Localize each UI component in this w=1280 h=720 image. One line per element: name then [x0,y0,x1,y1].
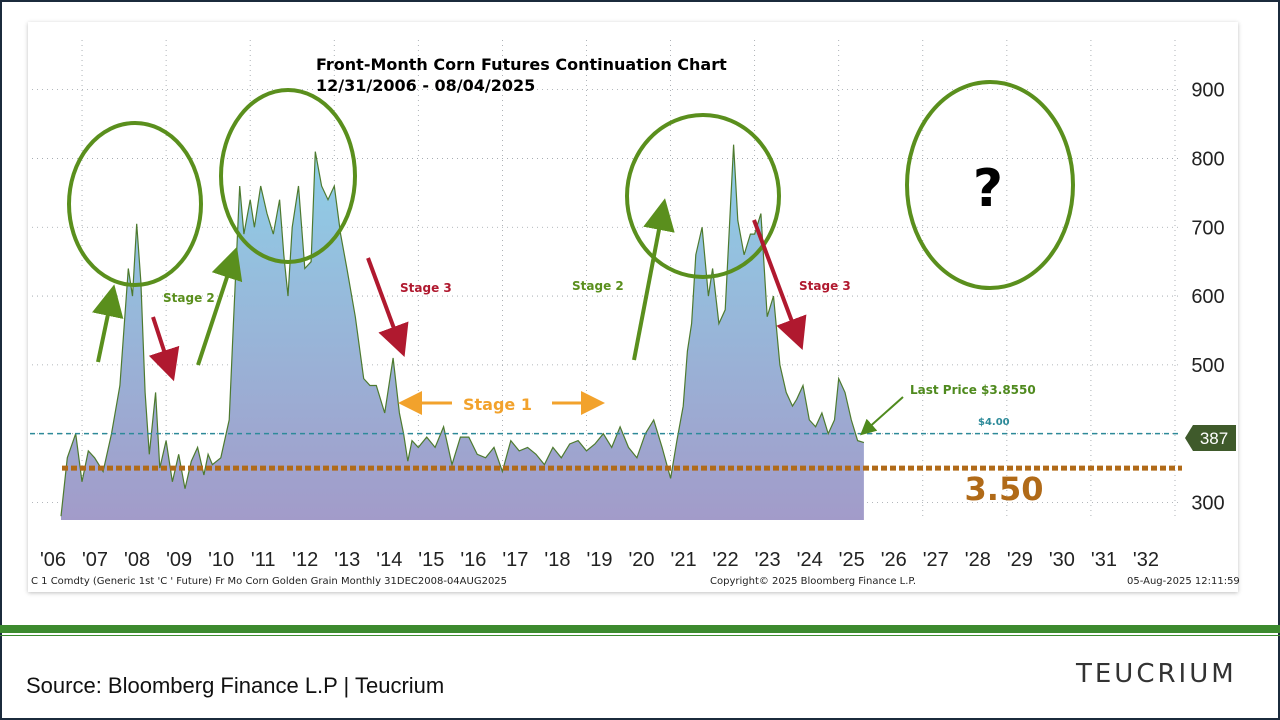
price-area-layer [60,144,865,520]
footer-copyright: Copyright© 2025 Bloomberg Finance L.P. [710,576,917,587]
stage3-label-2014: Stage 3 [400,281,452,295]
stage2-arrow-2007 [92,284,124,363]
y-axis-ticks: 300 500 600 700 800 900 [1191,80,1224,515]
x-tick-24: '24 [797,549,823,571]
x-tick-09: '09 [166,549,192,571]
x-tick-32: '32 [1133,549,1159,571]
x-tick-31: '31 [1091,549,1117,571]
green-divider [0,625,1280,633]
green-divider-thin [0,635,1280,636]
stage2-label-2008: Stage 2 [163,291,215,305]
x-tick-13: '13 [334,549,360,571]
chart-title: Front-Month Corn Futures Continuation Ch… [316,55,727,74]
last-price-label: Last Price $3.8550 [910,383,1036,397]
chart-title-block: Front-Month Corn Futures Continuation Ch… [316,54,727,96]
x-tick-15: '15 [418,549,444,571]
stage3-arrow-2023 [752,219,807,350]
x-tick-06: '06 [40,549,66,571]
x-axis-ticks: '06 '07 '08 '09 '10 '11 '12 '13 '14 '15 '16 '17 '18 '… [40,549,1159,571]
stage2-arrow-2010 [196,246,243,366]
x-tick-22: '22 [713,549,739,571]
cycle-circle-future [905,80,1075,290]
x-tick-11: '11 [251,549,276,571]
x-tick-28: '28 [965,549,991,571]
x-tick-26: '26 [881,549,907,571]
chart-subtitle: 12/31/2006 - 08/04/2025 [316,76,536,95]
last-value-badge: 387 [1185,425,1236,451]
x-tick-21: '21 [671,549,697,571]
cycle-circle-2008 [67,121,203,287]
reference-lines [30,432,1182,471]
cycle-circle-2022 [625,113,781,279]
x-tick-07: '07 [82,549,108,571]
y-tick-500: 500 [1191,355,1224,377]
x-tick-12: '12 [292,549,318,571]
stage2-label-2020: Stage 2 [572,279,624,293]
y-tick-900: 900 [1191,80,1224,102]
x-tick-16: '16 [460,549,486,571]
price-line [60,144,865,517]
x-tick-10: '10 [208,549,234,571]
x-tick-08: '08 [124,549,150,571]
y-tick-700: 700 [1191,217,1224,239]
last-price-arrow [860,396,904,436]
x-tick-30: '30 [1049,549,1075,571]
x-tick-18: '18 [544,549,570,571]
y-tick-300: 300 [1191,492,1224,514]
stage3-arrow-2013 [366,257,409,358]
x-tick-27: '27 [923,549,949,571]
svg-text:387: 387 [1200,429,1228,448]
ref-label-400: $4.00 [978,417,1010,428]
cycle-circle-2012 [219,88,357,264]
footer-timestamp: 05-Aug-2025 12:11:59 [1127,576,1240,587]
x-tick-17: '17 [502,549,528,571]
footer-ticker: C 1 Comdty (Generic 1st 'C ' Future) Fr … [31,576,508,587]
teucrium-logo: TEUCRIUM [1076,659,1237,689]
question-mark: ? [973,159,1003,219]
x-tick-25: '25 [839,549,865,571]
x-tick-29: '29 [1007,549,1033,571]
source-text: Source: Bloomberg Finance L.P | Teucrium [26,673,445,698]
stage1-label: Stage 1 [463,395,532,414]
y-tick-800: 800 [1191,148,1224,170]
y-tick-600: 600 [1191,286,1224,308]
stage3-label-2024: Stage 3 [799,279,851,293]
x-tick-19: '19 [586,549,612,571]
x-tick-23: '23 [755,549,781,571]
stage2-arrow-2020 [632,198,675,361]
stage3-arrow-2008 [148,316,180,382]
price-area [61,144,864,520]
ref-label-350: 3.50 [965,470,1044,508]
x-tick-14: '14 [376,549,402,571]
x-tick-20: '20 [628,549,654,571]
